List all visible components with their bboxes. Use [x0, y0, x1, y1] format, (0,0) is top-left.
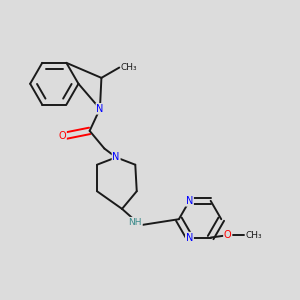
- Text: N: N: [96, 104, 103, 114]
- Text: N: N: [186, 232, 193, 243]
- Text: CH₃: CH₃: [120, 63, 137, 72]
- Text: O: O: [224, 230, 232, 240]
- Text: N: N: [186, 196, 193, 206]
- Text: NH: NH: [128, 218, 142, 226]
- Text: O: O: [58, 131, 66, 141]
- Text: CH₃: CH₃: [245, 231, 262, 240]
- Text: N: N: [112, 152, 120, 162]
